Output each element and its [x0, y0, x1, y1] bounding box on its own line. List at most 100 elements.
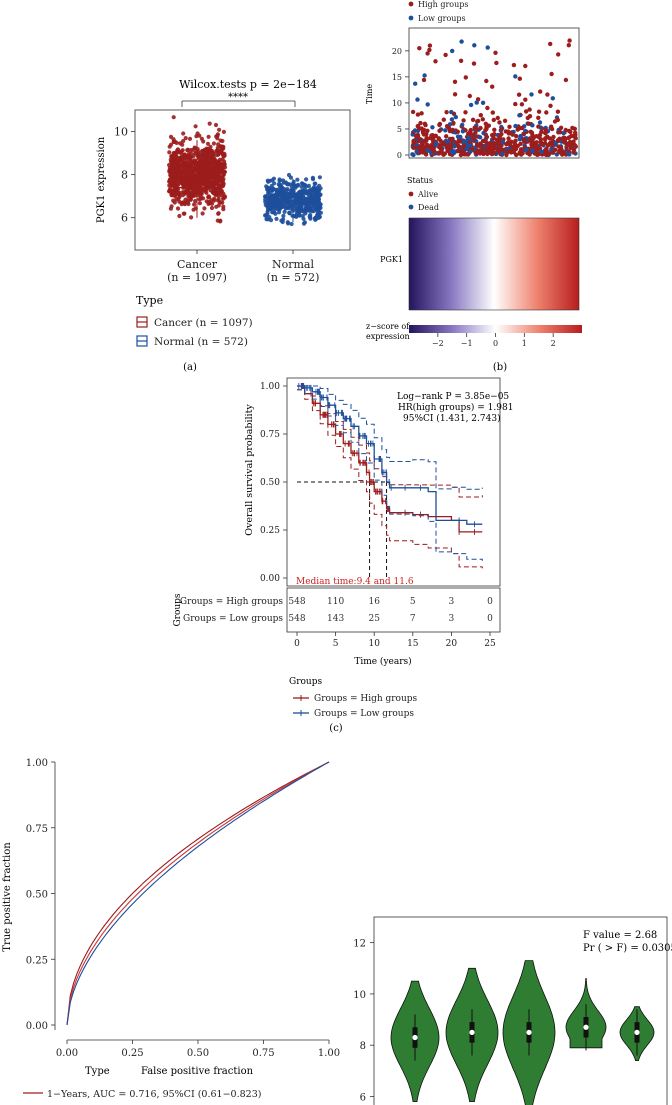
data-point [571, 150, 576, 155]
panel-d: 0.00 0.25 0.50 0.75 1.00 0.00 0.25 0.50 0.75 1.0… [2, 758, 340, 1100]
y-tick-label: 0.75 [26, 824, 48, 835]
data-point [193, 124, 198, 129]
data-point [286, 221, 291, 226]
data-point [446, 143, 451, 148]
panel-b-status-legend: Alive Dead [408, 190, 439, 212]
data-point [534, 150, 539, 155]
data-point [470, 117, 476, 123]
panel-a-points [167, 115, 323, 227]
data-point [453, 114, 458, 120]
data-point [170, 181, 175, 186]
data-point [571, 139, 576, 144]
data-point [563, 77, 569, 83]
data-point [444, 124, 450, 129]
data-point [558, 130, 563, 135]
risk-count: 25 [368, 614, 380, 624]
panel-b-colorbar [409, 325, 582, 333]
data-point [534, 144, 539, 149]
data-point [310, 177, 316, 182]
data-point [190, 192, 195, 197]
status-legend-label: Dead [418, 203, 439, 212]
data-point [419, 141, 425, 146]
data-point [220, 157, 225, 162]
data-point [513, 138, 518, 143]
data-point [273, 196, 279, 201]
data-point [187, 136, 193, 141]
data-point [176, 196, 181, 201]
data-point [215, 132, 220, 137]
data-point [215, 145, 220, 150]
data-point [425, 102, 430, 107]
data-point [175, 206, 181, 211]
x-category-count: (n = 572) [267, 271, 320, 284]
data-point [483, 139, 488, 144]
data-point [550, 96, 555, 101]
group-legend-label: Low groups [418, 14, 466, 23]
data-point [425, 148, 430, 153]
data-point [523, 109, 529, 114]
x-tick-label: 20 [446, 639, 458, 649]
data-point [182, 159, 187, 165]
data-point [430, 125, 435, 130]
data-point [493, 50, 498, 55]
logrank-text: Log−rank P = 3.85e−05 [397, 392, 509, 402]
data-point [530, 123, 535, 128]
violin-median-dot [469, 1029, 475, 1035]
panel-c-ylabel: Overall survival probability [244, 404, 255, 536]
data-point [188, 165, 193, 170]
data-point [267, 215, 272, 220]
risk-row-label: Groups = Low groups [183, 614, 283, 624]
colorbar-tick-label: 1 [522, 339, 527, 348]
panel-c-xlabel: Time (years) [354, 656, 411, 667]
significance-stars: **** [228, 92, 248, 103]
data-point [315, 197, 320, 202]
data-point [544, 152, 549, 158]
legend-label: Groups = Low groups [314, 709, 414, 719]
data-point [308, 195, 314, 200]
data-point [211, 191, 216, 196]
panel-b-colorbar-title: z−score of expression [366, 322, 412, 341]
data-point [436, 151, 441, 156]
data-point [182, 169, 187, 174]
data-point [563, 127, 568, 133]
data-point [220, 138, 225, 144]
data-point [170, 161, 175, 166]
data-point [282, 187, 287, 192]
y-tick-label: 0.50 [26, 890, 48, 901]
data-point [422, 73, 427, 78]
data-point [197, 151, 202, 156]
panel-b-ylabel: Time [365, 84, 374, 104]
survival-line [297, 385, 483, 533]
data-point [205, 180, 211, 185]
data-point [214, 204, 219, 209]
data-point [221, 129, 226, 134]
data-point [265, 187, 270, 192]
data-point [452, 92, 458, 97]
data-point [220, 200, 225, 205]
data-point [168, 157, 173, 162]
data-point [186, 201, 191, 207]
data-point [466, 135, 471, 140]
data-point [500, 151, 505, 156]
data-point [317, 214, 322, 220]
data-point [526, 121, 531, 126]
data-point [490, 146, 496, 151]
risk-count: 7 [410, 614, 416, 624]
data-point [424, 136, 429, 141]
panel-e-violins [390, 960, 655, 1105]
data-point [458, 152, 464, 158]
data-point [432, 149, 437, 154]
data-point [180, 193, 185, 198]
data-point [176, 149, 181, 154]
data-point [549, 71, 554, 77]
x-tick-label: 15 [407, 639, 419, 649]
data-point [434, 141, 439, 146]
data-point [420, 130, 426, 135]
data-point [221, 170, 226, 175]
panel-a-y-ticks: 6 8 10 [114, 126, 135, 225]
data-point [573, 143, 578, 148]
data-point [491, 117, 496, 123]
data-point [483, 121, 488, 127]
data-point [463, 110, 468, 115]
data-point [421, 77, 427, 83]
